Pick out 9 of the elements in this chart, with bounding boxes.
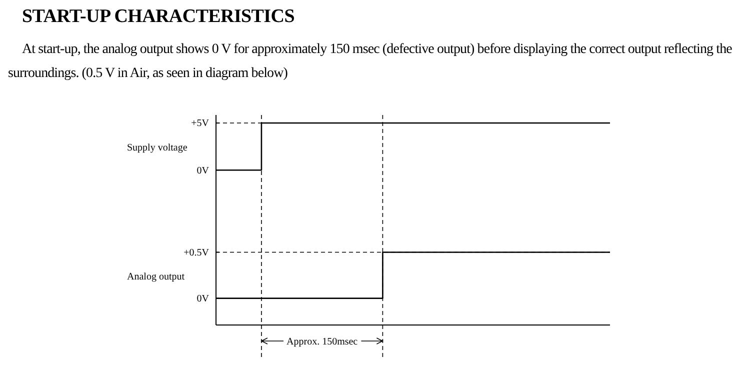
chart-subtitle: At start-up, the analog output shows 0 V for approximately 150 msec (defective output) before displaying the correct output reflecting the surroundings. (0.5 V in Air, as seen in diagram below) xyxy=(8,41,733,83)
y-tick-label: 0V xyxy=(196,165,210,176)
y-axis-title: Supply voltage xyxy=(127,142,188,154)
y-tick-label: +5V xyxy=(191,118,210,130)
text: Approx. 150msec xyxy=(286,336,358,348)
y-tick-label: 0V xyxy=(196,293,210,304)
chart-title: START-UP CHARACTERISTICS xyxy=(22,6,294,28)
y-tick-label: +0.5V xyxy=(184,247,210,258)
y-axis-title: Analog output xyxy=(127,271,185,282)
